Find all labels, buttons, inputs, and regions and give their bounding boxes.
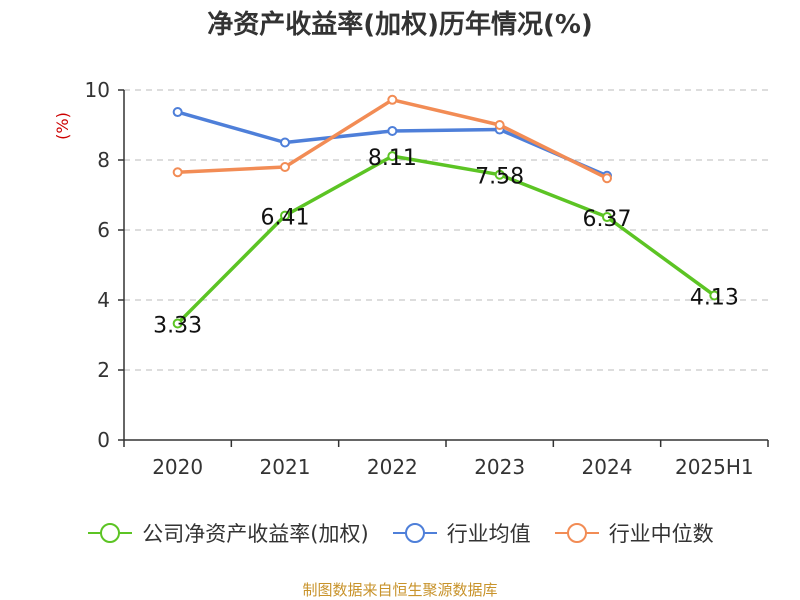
x-tick-label: 2020 [152, 455, 203, 479]
data-label: 6.41 [261, 206, 310, 231]
legend-swatch [88, 523, 133, 543]
legend-label: 公司净资产收益率(加权) [142, 522, 369, 546]
data-point [172, 318, 183, 329]
data-point [494, 120, 505, 130]
series-line [176, 154, 716, 325]
x-tick-label: 2021 [260, 455, 311, 479]
x-tick-label: 2024 [582, 455, 633, 479]
legend-item[interactable]: 行业中位数 [553, 518, 714, 548]
legend: 公司净资产收益率(加权) 行业均值 行业中位数 [0, 518, 800, 548]
x-tick-label: 2023 [474, 455, 525, 479]
data-point [709, 290, 720, 301]
source-note: 制图数据来自恒生聚源数据库 [302, 581, 498, 599]
data-labels: 3.33 6.41 8.11 7.58 6.37 4.13 [153, 146, 739, 338]
data-point [387, 151, 398, 162]
data-label: 8.11 [368, 146, 417, 171]
data-point [387, 125, 398, 136]
data-label: 7.58 [475, 165, 524, 190]
data-point [280, 137, 290, 148]
data-label: 6.37 [583, 207, 632, 232]
data-point [280, 210, 290, 221]
legend-label: 行业中位数 [608, 522, 714, 546]
data-point [172, 167, 183, 178]
data-label: 3.33 [153, 313, 202, 338]
data-label: 4.13 [690, 285, 739, 310]
legend-item[interactable]: 行业均值 [391, 518, 531, 548]
data-point [280, 162, 290, 172]
chart-title: 净资产收益率(加权)历年情况(%) [207, 10, 593, 40]
data-point [172, 107, 183, 118]
y-tick-label: 10 [85, 78, 110, 102]
y-tick-label: 2 [97, 358, 110, 382]
series-roe [172, 151, 720, 329]
y-tick-label: 4 [97, 288, 110, 312]
axes: 0 2 4 6 8 10 2020 2021 2022 2023 2024 2025H1 [85, 78, 769, 479]
legend-item[interactable]: 公司净资产收益率(加权) [86, 518, 369, 548]
legend-marker [566, 523, 587, 543]
y-tick-label: 8 [97, 148, 110, 172]
y-axis-label: (%) [53, 112, 72, 140]
legend-swatch [554, 523, 599, 543]
data-point [494, 169, 505, 180]
legend-label: 行业均值 [446, 522, 531, 546]
legend-marker [100, 523, 121, 543]
x-tick-label: 2022 [367, 455, 418, 479]
x-tick-label: 2025H1 [675, 455, 754, 479]
data-point [602, 173, 612, 184]
legend-swatch [392, 523, 437, 543]
grid-lines [124, 89, 768, 371]
legend-marker [404, 523, 425, 543]
series-group [172, 94, 720, 329]
series-industry_median [172, 94, 612, 184]
y-tick-label: 6 [97, 218, 110, 242]
y-tick-label: 0 [97, 428, 110, 452]
data-point [387, 94, 398, 105]
data-point [602, 212, 612, 223]
